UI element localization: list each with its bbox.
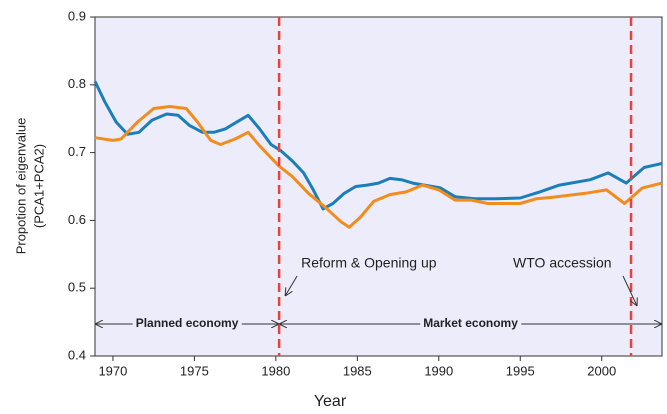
period-label-bg — [420, 316, 522, 331]
x-tick-label: 1980 — [261, 363, 290, 378]
x-tick-label: 1970 — [98, 363, 127, 378]
x-tick-label: 1975 — [180, 363, 209, 378]
period-label: Planned economy — [136, 316, 239, 330]
period-label-bg — [132, 316, 242, 331]
y-axis-label: Propotion of eigenvalue — [13, 118, 28, 255]
x-axis-label: Year — [314, 393, 347, 410]
plot-background — [94, 16, 663, 357]
event-label: Reform & Opening up — [301, 255, 437, 271]
series-line — [94, 105, 663, 229]
series-line — [93, 80, 663, 211]
event-label: WTO accession — [513, 255, 612, 271]
y-tick-label: 0.5 — [68, 280, 86, 295]
event-arrow — [285, 275, 298, 296]
y-axis-label: (PCA1+PCA2) — [31, 144, 46, 228]
event-arrow — [622, 275, 637, 306]
y-tick-label: 0.4 — [68, 347, 86, 362]
y-tick-label: 0.9 — [68, 8, 86, 23]
y-tick-label: 0.8 — [68, 76, 86, 91]
period-label: Market economy — [423, 316, 518, 330]
x-tick-label: 2000 — [587, 363, 616, 378]
x-tick-label: 1985 — [343, 363, 372, 378]
y-tick-label: 0.6 — [68, 212, 86, 227]
y-tick-label: 0.7 — [68, 144, 86, 159]
x-tick-label: 1995 — [506, 363, 535, 378]
x-tick-label: 1990 — [424, 363, 453, 378]
